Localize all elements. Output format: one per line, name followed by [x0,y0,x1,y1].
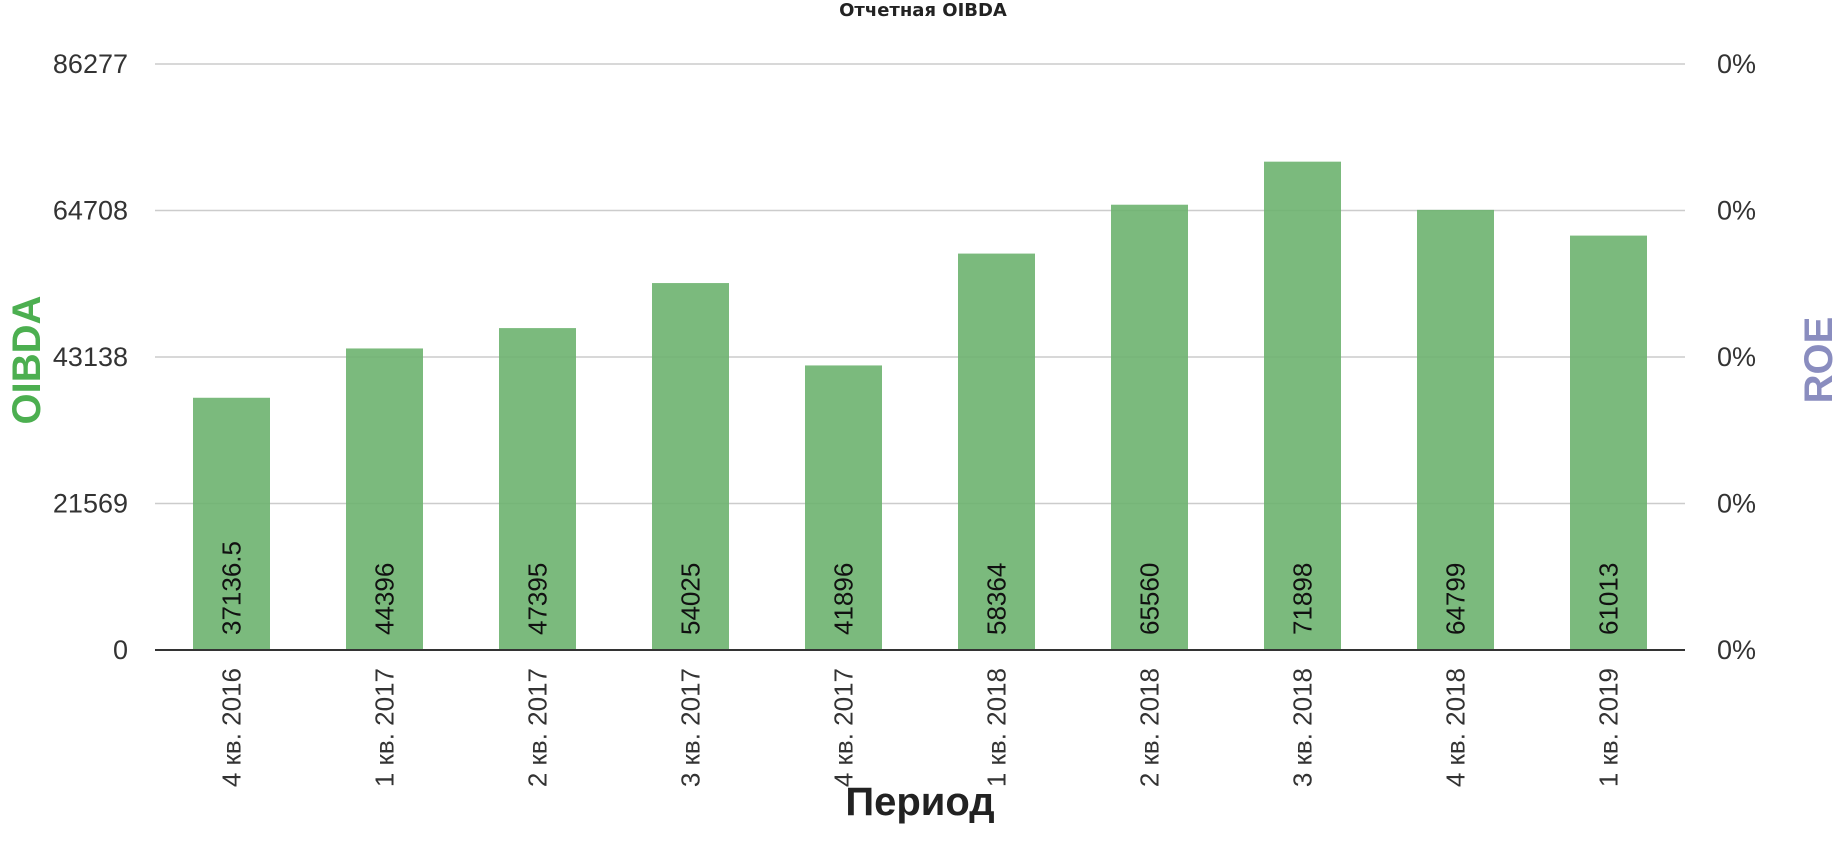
bar [193,397,270,650]
bar-value-label: 58364 [982,563,1012,635]
y-tick-label: 21569 [53,489,128,519]
bar-value-label: 61013 [1594,563,1624,635]
y2-tick-label: 0% [1717,489,1756,519]
x-tick-label: 4 кв. 2017 [829,668,859,787]
x-tick-label: 2 кв. 2017 [523,668,553,787]
bar-value-label: 64799 [1441,563,1471,635]
x-tick-label: 1 кв. 2019 [1594,668,1624,787]
x-tick-label: 1 кв. 2018 [982,668,1012,787]
x-tick-label: 3 кв. 2017 [676,668,706,787]
bar-value-label: 65560 [1135,563,1165,635]
x-axis-title: Период [845,780,994,824]
bars: 37136.5 44396 47395 54025 41896 58364 65560 718… [193,161,1647,651]
bar-value-label: 47395 [523,563,553,635]
bar [1264,161,1341,650]
y-tick-label: 86277 [53,49,128,79]
x-tick-label: 1 кв. 2017 [370,668,400,787]
x-tick-label: 4 кв. 2018 [1441,668,1471,787]
x-tick-label: 2 кв. 2018 [1135,668,1165,787]
bar-value-label: 71898 [1288,563,1318,635]
y2-axis-ticks: 0% 0% 0% 0% 0% [1717,49,1756,665]
bar-value-label: 41896 [829,563,859,635]
bar [1570,235,1647,650]
bar [1111,204,1188,650]
bar [652,283,729,650]
bar [499,328,576,650]
y2-tick-label: 0% [1717,342,1756,372]
y-tick-label: 64708 [53,195,128,225]
bar-value-label: 54025 [676,563,706,635]
chart-title: Отчетная OIBDA [839,0,1007,21]
y2-tick-label: 0% [1717,49,1756,79]
x-tick-label: 4 кв. 2016 [217,668,247,787]
y2-tick-label: 0% [1717,635,1756,665]
bar [346,348,423,650]
bar [805,365,882,650]
y2-axis-title: ROE [1797,317,1841,404]
bar-value-label: 37136.5 [217,541,247,635]
x-tick-label: 3 кв. 2018 [1288,668,1318,787]
y-tick-label: 0 [113,635,128,665]
y-tick-label: 43138 [53,342,128,372]
bar [1417,209,1494,650]
y2-tick-label: 0% [1717,195,1756,225]
bar-value-label: 44396 [370,563,400,635]
x-axis-ticks: 4 кв. 2016 1 кв. 2017 2 кв. 2017 3 кв. 2017… [217,668,1624,787]
bar [958,253,1035,651]
y-axis-title: OIBDA [5,296,49,425]
y-axis-ticks: 0 21569 43138 64708 86277 [53,49,128,665]
